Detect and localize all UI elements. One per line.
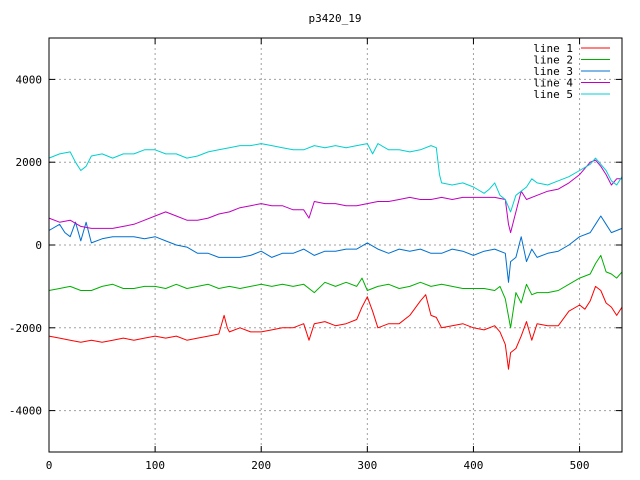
axes: 0 100 200 300 400 500 -4000 -2000 0 2000 4000	[9, 37, 623, 472]
series-group	[48, 143, 623, 370]
legend-label-2: line 2	[533, 54, 573, 67]
plot-border	[48, 37, 623, 453]
legend-label-1: line 1	[533, 42, 573, 55]
legend-label-5: line 5	[533, 88, 573, 101]
x-tick-label: 0	[46, 459, 53, 472]
x-tick-label: 100	[145, 459, 165, 472]
y-tick-label: -2000	[9, 322, 42, 335]
y-tick-label: 4000	[16, 73, 43, 86]
chart-title: p3420_19	[309, 12, 362, 25]
x-tick-label: 400	[464, 459, 484, 472]
series-line-2	[48, 254, 623, 329]
y-tick-label: 2000	[16, 156, 43, 169]
y-tick-label: -4000	[9, 405, 42, 418]
y-tick-label: 0	[35, 239, 42, 252]
series-line-4	[48, 159, 622, 234]
x-tick-label: 300	[357, 459, 377, 472]
grid	[48, 38, 622, 452]
x-tick-label: 200	[251, 459, 271, 472]
series-line-5	[48, 143, 623, 213]
legend-label-4: line 4	[533, 77, 573, 90]
x-tick-label: 500	[570, 459, 590, 472]
series-line-1	[48, 285, 623, 370]
legend-label-3: line 3	[533, 65, 573, 78]
series-line-3	[48, 215, 623, 283]
